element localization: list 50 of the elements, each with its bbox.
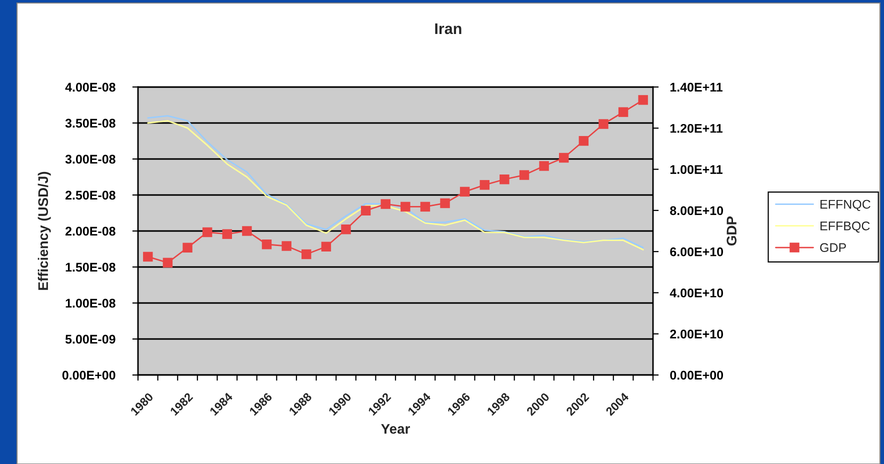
y-tick-label: 0.00E+00: [62, 370, 116, 380]
point: [202, 227, 212, 238]
y-tick-label: 3.00E-08: [65, 154, 116, 164]
point: [480, 180, 490, 190]
y2-tick-label: 4.00E+10: [670, 288, 724, 298]
point: [440, 198, 450, 208]
legend-label: EFFBQC: [820, 222, 870, 233]
point: [519, 170, 530, 180]
point: [321, 242, 332, 252]
point: [539, 161, 549, 171]
point: [460, 186, 470, 197]
point: [598, 119, 608, 129]
y2-tick-label: 1.00E+11: [670, 165, 722, 174]
point: [341, 224, 351, 234]
point: [262, 240, 272, 250]
y2-tick-label: 6.00E+10: [670, 247, 724, 256]
point: [360, 206, 371, 216]
y-tick-label: 4.00E-08: [65, 82, 116, 92]
y2-tick-label: 1.20E+11: [670, 124, 722, 133]
legend-label: EFFNQC: [820, 200, 870, 211]
y2-axis-title: GDP: [726, 216, 737, 246]
y-tick-label: 1.00E-08: [66, 298, 116, 308]
y2-tick-label: 2.00E+10: [670, 330, 724, 339]
legend-label: GDP: [820, 243, 846, 252]
point: [578, 136, 589, 146]
point: [162, 258, 173, 268]
point: [242, 226, 252, 236]
chart-title: Iran: [435, 23, 462, 34]
point: [302, 249, 312, 260]
point: [618, 107, 628, 117]
y-axis-title: Efficiency (USD/J): [38, 172, 51, 290]
point: [638, 95, 648, 105]
y-tick-label: 3.50E-08: [65, 118, 116, 128]
x-axis-title: Year: [381, 424, 410, 434]
point: [143, 252, 153, 262]
point: [420, 202, 430, 212]
y-tick-label: 1.50E-08: [66, 262, 116, 272]
y-tick-label: 5.00E-09: [65, 334, 116, 344]
point: [282, 241, 292, 251]
y2-tick-label: 1.40E+11: [670, 82, 722, 92]
y-tick-label: 2.00E-08: [65, 226, 116, 236]
point: [222, 229, 232, 239]
point: [400, 202, 410, 212]
y-tick-label: 2.50E-08: [65, 190, 116, 200]
point: [182, 242, 192, 253]
point: [559, 152, 569, 163]
y2-tick-label: 0.00E+00: [670, 370, 724, 380]
point: [380, 199, 390, 209]
point: [500, 174, 510, 184]
y2-tick-label: 8.00E+10: [670, 206, 724, 216]
